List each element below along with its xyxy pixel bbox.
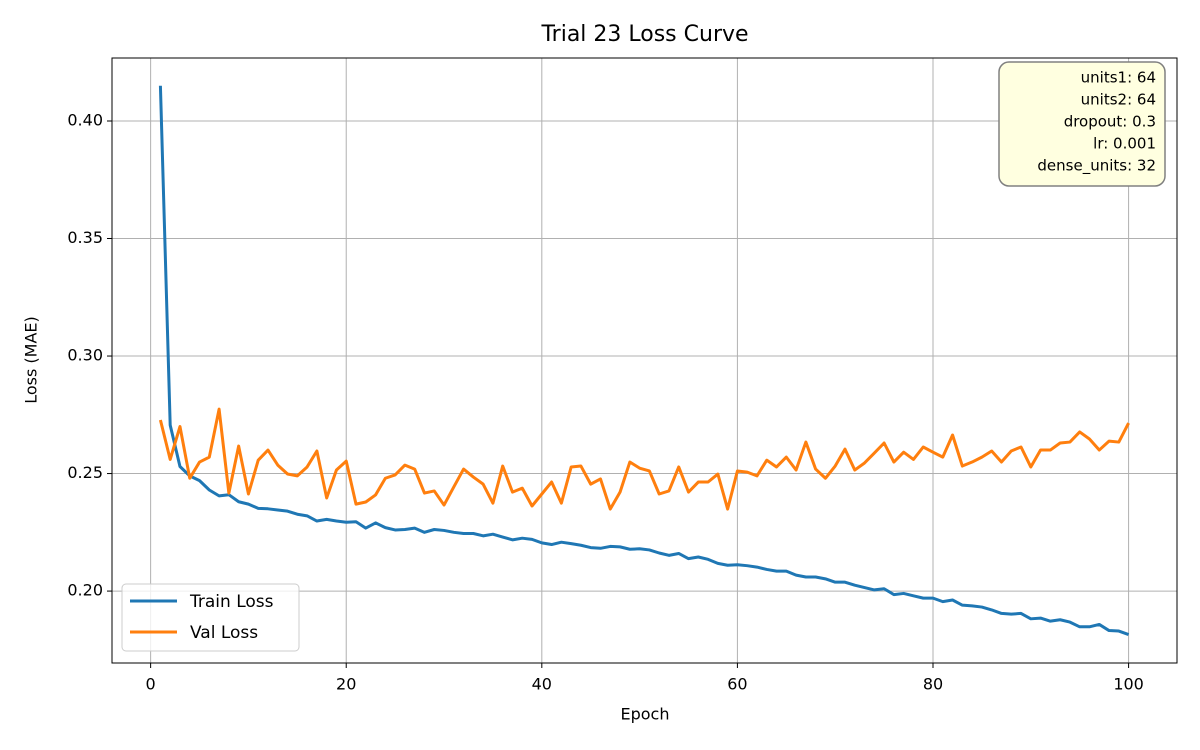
annotation-box bbox=[998, 61, 1166, 187]
x-tick-label: 60 bbox=[727, 675, 747, 694]
annotation-text: dropout: 0.3 bbox=[1064, 113, 1156, 131]
series-line bbox=[158, 407, 1130, 511]
x-tick-label: 20 bbox=[336, 675, 356, 694]
series-line bbox=[158, 85, 1130, 636]
annotation-text: units1: 64 bbox=[1081, 69, 1156, 87]
y-tick-label: 0.20 bbox=[67, 581, 103, 600]
y-tick-label: 0.25 bbox=[67, 463, 103, 482]
y-tick-label: 0.30 bbox=[67, 346, 103, 365]
x-tick-label: 0 bbox=[146, 675, 156, 694]
legend-label: Train Loss bbox=[189, 592, 274, 612]
y-tick-label: 0.40 bbox=[67, 110, 103, 129]
plot-frame bbox=[111, 57, 1178, 664]
chart-title: Trial 23 Loss Curve bbox=[540, 22, 748, 47]
annotation-text: dense_units: 32 bbox=[1037, 157, 1156, 176]
x-tick-label: 100 bbox=[1113, 675, 1144, 694]
x-axis-label: Epoch bbox=[621, 705, 670, 724]
annotation-text: units2: 64 bbox=[1081, 91, 1156, 109]
x-tick-label: 80 bbox=[923, 675, 943, 694]
legend-label: Val Loss bbox=[190, 623, 258, 643]
y-tick-label: 0.35 bbox=[67, 228, 103, 247]
annotation-text: lr: 0.001 bbox=[1093, 135, 1156, 153]
x-tick-label: 40 bbox=[532, 675, 552, 694]
y-axis-label: Loss (MAE) bbox=[22, 316, 41, 404]
